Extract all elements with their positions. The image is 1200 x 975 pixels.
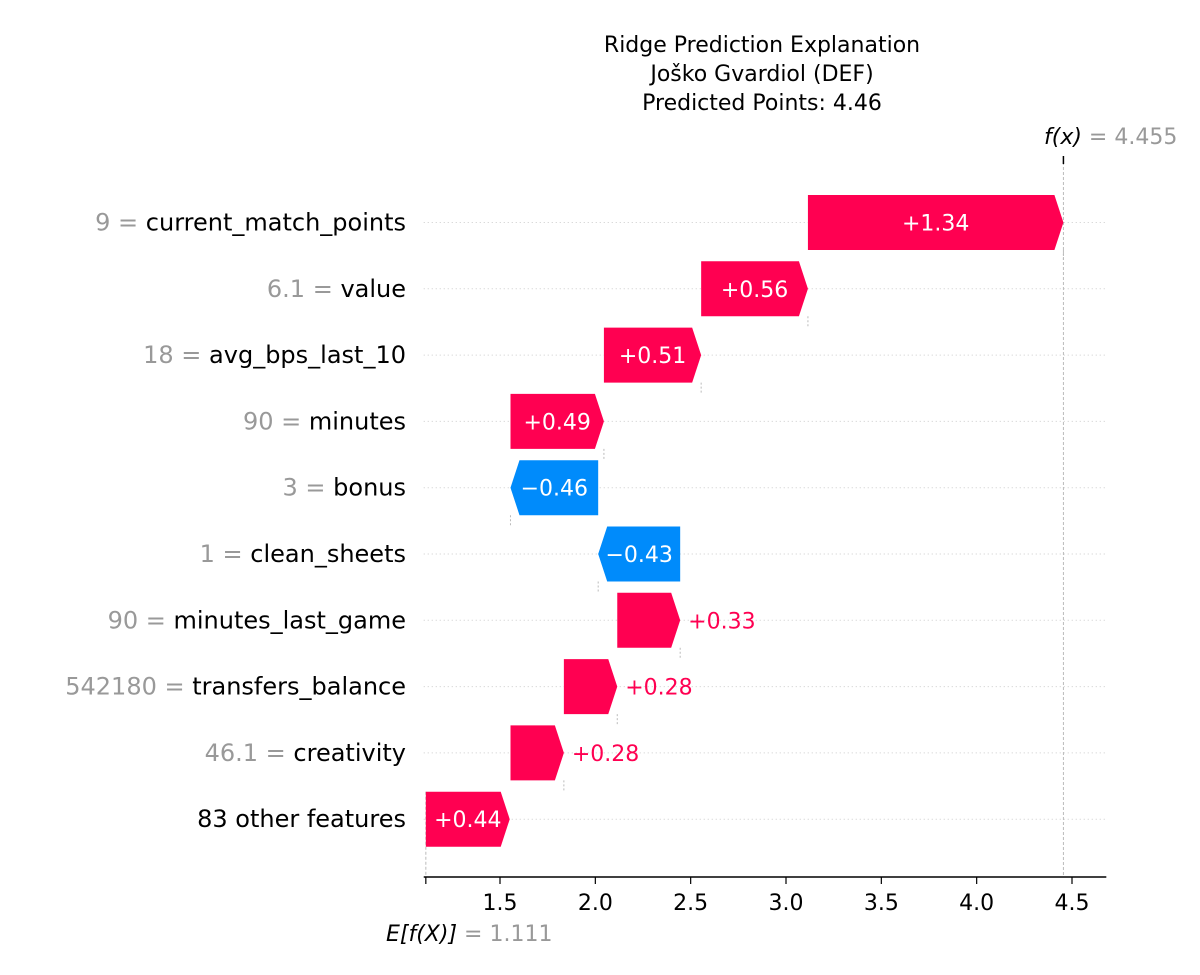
x-tick-label: 4.0 bbox=[959, 891, 994, 916]
feature-label: 1 = clean_sheets bbox=[200, 540, 406, 568]
bar-value-label: −0.46 bbox=[521, 477, 588, 502]
bar-value-label: +0.51 bbox=[619, 344, 686, 369]
feature-label: 90 = minutes_last_game bbox=[108, 606, 406, 634]
feature-label: 83 other features bbox=[197, 805, 406, 833]
waterfall-bar bbox=[807, 195, 1064, 250]
x-tick-label: 3.5 bbox=[864, 891, 899, 916]
waterfall-bar bbox=[701, 261, 808, 317]
waterfall-bar bbox=[563, 659, 618, 715]
x-tick-label: 4.5 bbox=[1055, 891, 1090, 916]
waterfall-bar bbox=[598, 526, 681, 582]
x-tick-label: 3.0 bbox=[769, 891, 804, 916]
x-tick-label: 2.5 bbox=[673, 891, 708, 916]
feature-label: 18 = avg_bps_last_10 bbox=[143, 341, 406, 369]
final-value-label: f(x) = 4.455 bbox=[1044, 125, 1177, 150]
feature-label: 6.1 = value bbox=[267, 275, 406, 303]
x-tick-label: 2.0 bbox=[578, 891, 613, 916]
chart-title-line-1: Ridge Prediction Explanation bbox=[603, 33, 921, 58]
bar-value-label: −0.43 bbox=[605, 543, 672, 568]
bar-value-label: +0.56 bbox=[721, 278, 788, 303]
feature-label: 46.1 = creativity bbox=[205, 739, 406, 767]
base-value-label: E[f(X)] = 1.111 bbox=[386, 922, 552, 947]
x-tick-label: 1.5 bbox=[483, 891, 518, 916]
feature-label: 90 = minutes bbox=[243, 407, 406, 435]
waterfall-bar bbox=[425, 791, 510, 847]
bar-value-label: +0.49 bbox=[523, 410, 590, 435]
chart-title-line-2: Joško Gvardiol (DEF) bbox=[650, 62, 874, 87]
bar-value-label: +0.44 bbox=[434, 808, 501, 833]
bar-value-label: +1.34 bbox=[902, 212, 969, 237]
feature-label: 3 = bonus bbox=[283, 474, 406, 502]
waterfall-bar bbox=[510, 393, 604, 449]
waterfall-bar bbox=[603, 327, 702, 383]
bar-value-label: +0.28 bbox=[572, 742, 639, 767]
feature-label: 9 = current_match_points bbox=[95, 209, 406, 237]
waterfall-bar bbox=[510, 725, 564, 781]
waterfall-bar bbox=[510, 460, 599, 516]
chart-title-line-3: Predicted Points: 4.46 bbox=[642, 91, 882, 116]
waterfall-bar bbox=[617, 592, 681, 648]
feature-label: 542180 = transfers_balance bbox=[65, 673, 406, 701]
bar-value-label: +0.28 bbox=[625, 676, 692, 701]
bar-value-label: +0.33 bbox=[688, 609, 755, 634]
